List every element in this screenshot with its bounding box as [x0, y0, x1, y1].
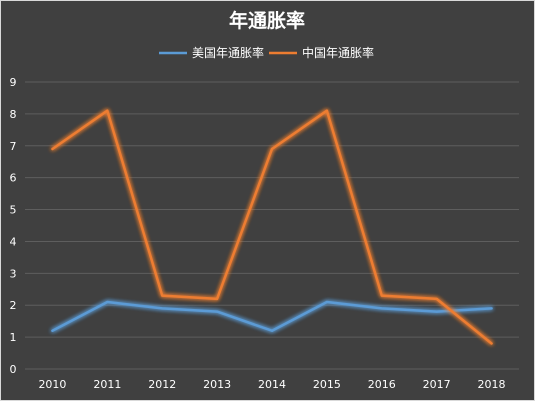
series-line-0	[51, 300, 493, 332]
y-tick-label: 6	[10, 172, 17, 185]
legend-label: 中国年通胀率	[302, 45, 374, 60]
series-layer	[51, 109, 493, 345]
y-tick-label: 1	[10, 331, 17, 344]
x-tick-label: 2010	[38, 378, 66, 391]
chart-title: 年通胀率	[229, 9, 305, 32]
y-tick-label: 0	[10, 363, 17, 376]
y-tick-label: 3	[10, 267, 17, 280]
gridlines	[25, 81, 519, 370]
y-tick-label: 8	[10, 108, 17, 121]
y-tick-label: 9	[10, 76, 17, 89]
x-tick-label: 2018	[478, 378, 506, 391]
x-tick-label: 2015	[313, 378, 341, 391]
x-tick-label: 2014	[258, 378, 286, 391]
y-tick-label: 4	[10, 235, 17, 248]
x-tick-label: 2016	[368, 378, 396, 391]
x-axis-ticks: 2010 2011 2012 2013 2014 2015 2016 2017 2018	[38, 378, 505, 391]
y-tick-label: 2	[10, 299, 17, 312]
x-tick-label: 2012	[148, 378, 176, 391]
y-tick-label: 7	[10, 140, 17, 153]
y-tick-label: 5	[10, 204, 17, 217]
x-tick-label: 2017	[423, 378, 451, 391]
x-tick-label: 2011	[93, 378, 121, 391]
x-tick-label: 2013	[203, 378, 231, 391]
y-axis-ticks: 0 1 2 3 4 5 6 7 8 9	[10, 76, 17, 376]
legend: 美国年通胀率 中国年通胀率	[159, 45, 374, 60]
legend-label: 美国年通胀率	[192, 45, 264, 60]
